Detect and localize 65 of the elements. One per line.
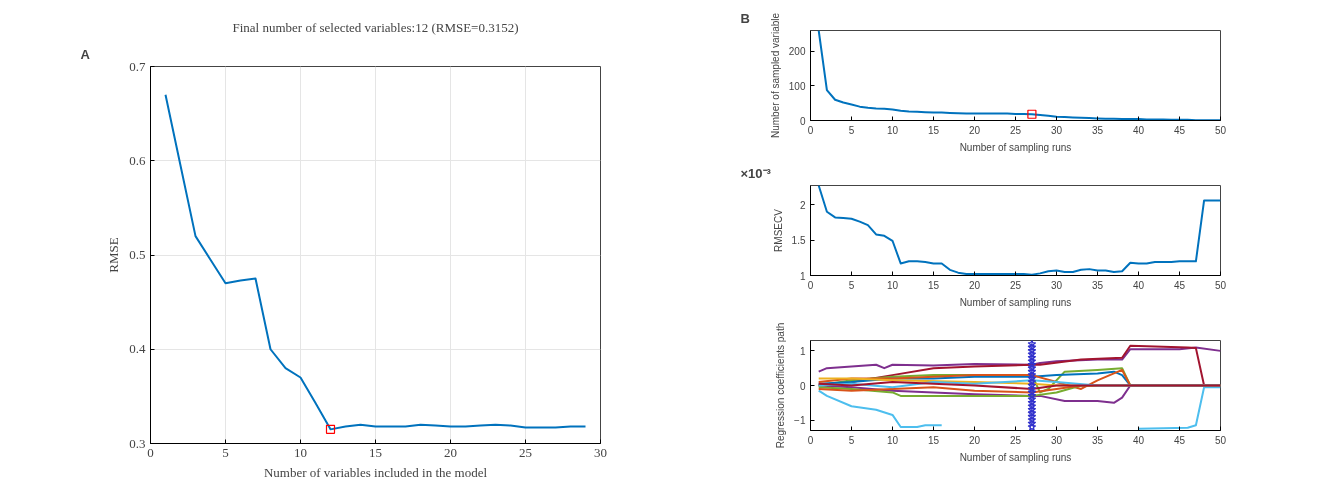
y-tick-label: 1 [799, 270, 806, 282]
y-tick-label: 0 [799, 380, 806, 392]
x-tick-label: 0 [807, 124, 814, 136]
x-tick-label: 45 [1173, 279, 1186, 291]
x-tick-label: 15 [927, 279, 940, 291]
x-axis-title: Number of sampling runs [959, 451, 1072, 463]
y-tick-label: 2 [799, 199, 806, 211]
y-tick-label: 0.4 [129, 341, 146, 357]
y-tick-label: 1.5 [791, 235, 806, 247]
y-axis-title: RMSE [106, 237, 122, 273]
y-tick-label: 1 [799, 345, 806, 357]
x-axis-title: Number of sampling runs [959, 141, 1072, 153]
text: B [740, 10, 750, 26]
x-tick-label: 35 [1091, 434, 1104, 446]
x-tick-label: 0 [807, 434, 814, 446]
x-tick-label: 45 [1173, 124, 1186, 136]
y-tick-label: 0.6 [129, 152, 146, 168]
x-tick-label: 5 [222, 444, 229, 460]
x-tick-label: 25 [519, 444, 532, 460]
y-tick-label: 0.7 [129, 58, 146, 74]
y-tick-label: 200 [788, 46, 806, 58]
x-tick-label: 25 [1009, 434, 1022, 446]
x-tick-label: 20 [968, 124, 981, 136]
x-tick-label: 5 [848, 279, 855, 291]
x-tick-label: 40 [1132, 279, 1145, 291]
x-tick-label: 30 [1050, 279, 1063, 291]
y-tick-label: 0.5 [129, 247, 146, 262]
x-tick-label: 10 [886, 124, 899, 136]
x-tick-label: 15 [369, 444, 382, 460]
x-tick-label: 30 [1050, 124, 1063, 136]
x-tick-label: 25 [1009, 124, 1022, 136]
y-tick-label: 100 [788, 80, 806, 92]
x-tick-label: 30 [594, 444, 607, 460]
x-tick-label: 25 [1009, 279, 1022, 291]
x-tick-label: 35 [1091, 279, 1104, 291]
y-tick-label: 0 [799, 115, 806, 127]
x-tick-label: 0 [807, 279, 814, 291]
x-tick-label: 20 [968, 279, 981, 291]
x-tick-label: 10 [294, 444, 307, 460]
x-tick-label: 40 [1132, 124, 1145, 136]
x-tick-label: 10 [886, 279, 899, 291]
text: ×10⁻³ [740, 165, 772, 181]
y-tick-label: 0.3 [129, 435, 146, 451]
x-axis-title: Number of sampling runs [959, 296, 1072, 308]
x-tick-label: 30 [1050, 434, 1063, 446]
x-tick-label: 45 [1173, 434, 1186, 446]
x-tick-label: 10 [886, 434, 899, 446]
x-tick-label: 40 [1132, 434, 1145, 446]
y-axis-title: Number of sampled variable [769, 12, 781, 139]
x-axis-title: Number of variables included in the model [263, 464, 488, 480]
y-tick-label: −1 [794, 415, 806, 427]
x-tick-label: 15 [927, 434, 940, 446]
x-tick-label: 35 [1091, 124, 1104, 136]
x-tick-label: 20 [968, 434, 981, 446]
x-tick-label: 50 [1214, 124, 1227, 136]
x-tick-label: 15 [927, 124, 940, 136]
x-tick-label: 5 [848, 124, 855, 136]
x-tick-label: 50 [1214, 279, 1227, 291]
x-tick-label: 20 [444, 444, 457, 460]
y-axis-title: Regression coefficients path [775, 322, 787, 449]
chart-title: Final number of selected variables:12 (RMSE=0.3152) [232, 19, 519, 35]
x-tick-label: 50 [1214, 434, 1227, 446]
text: A [80, 46, 91, 62]
x-tick-label: 5 [848, 434, 855, 446]
y-axis-title: RMSECV [772, 208, 784, 252]
